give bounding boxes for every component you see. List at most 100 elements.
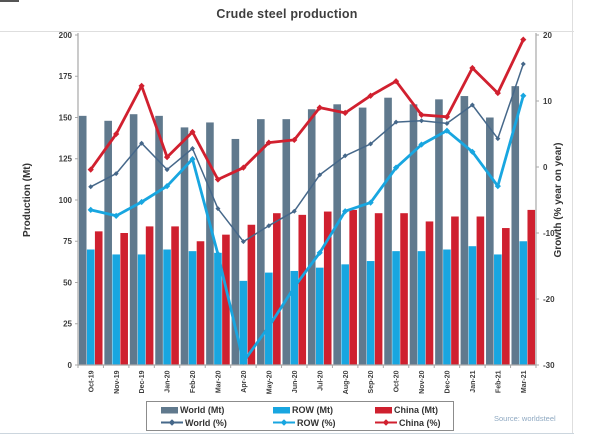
legend-item-china-mt: China (Mt) bbox=[375, 405, 467, 415]
y-left-tick-label: 100 bbox=[59, 196, 73, 205]
marker-world-pct-mar-20 bbox=[215, 206, 221, 212]
x-axis: Oct-19 Nov-19 Dec-19 Jan-20 Feb-20 Mar-20 Apr-… bbox=[77, 365, 537, 394]
bar-row-mt-dec-19 bbox=[137, 254, 146, 365]
marker-world-pct-oct-20 bbox=[393, 119, 399, 125]
legend-item-row-mt: ROW (Mt) bbox=[273, 405, 375, 415]
source-label: Source: worldsteel bbox=[494, 414, 556, 423]
marker-world-pct-nov-20 bbox=[419, 118, 424, 124]
bar-row-mt-nov-20 bbox=[417, 251, 426, 365]
marker-china-pct-sep-20 bbox=[367, 92, 374, 99]
bar-row-mt-dec-20 bbox=[443, 249, 451, 365]
marker-row-pct-feb-21 bbox=[494, 183, 501, 190]
bar-world-mt-aug-20 bbox=[333, 104, 341, 366]
lines-group bbox=[87, 36, 527, 365]
legend-swatch-line bbox=[161, 419, 183, 426]
x-tick-label-mar-21: Mar-21 bbox=[521, 370, 528, 393]
axis-title-right: Growth (% year on year) bbox=[553, 142, 564, 257]
bar-row-mt-jan-20 bbox=[163, 249, 171, 365]
x-tick-label-nov-20: Nov-20 bbox=[419, 370, 426, 393]
marker-china-pct-oct-20 bbox=[392, 78, 400, 85]
x-tick-label-jun-20: Jun-20 bbox=[292, 370, 299, 393]
legend-swatch-line bbox=[273, 419, 295, 426]
marker-china-pct-may-20 bbox=[265, 139, 272, 146]
bars-group bbox=[78, 86, 536, 366]
marker-china-pct-jul-20 bbox=[316, 104, 323, 111]
legend-swatch-bar bbox=[161, 406, 178, 413]
bar-world-mt-jul-20 bbox=[307, 109, 316, 365]
legend-label: ROW (%) bbox=[297, 417, 336, 428]
x-tick-label-oct-20: Oct-20 bbox=[394, 370, 401, 392]
bar-world-mt-oct-20 bbox=[384, 97, 392, 365]
bar-world-mt-oct-19 bbox=[78, 115, 87, 365]
marker-world-pct-apr-20 bbox=[240, 239, 246, 245]
marker-china-pct-jan-20 bbox=[163, 154, 171, 161]
marker-world-pct-jan-20 bbox=[164, 167, 170, 173]
marker-china-pct-apr-20 bbox=[240, 164, 247, 171]
bar-row-mt-mar-20 bbox=[214, 252, 222, 365]
marker-world-pct-jun-20 bbox=[291, 208, 297, 214]
y-left-tick-label: 25 bbox=[63, 320, 72, 329]
x-tick-label-apr-20: Apr-20 bbox=[241, 370, 248, 392]
bar-row-mt-feb-21 bbox=[494, 254, 502, 365]
line-china-pct bbox=[87, 36, 527, 183]
y-right-tick-label: -10 bbox=[543, 229, 555, 238]
x-tick-label-oct-19: Oct-19 bbox=[88, 370, 95, 392]
marker-row-pct-mar-20 bbox=[214, 251, 222, 258]
window-edge-artifact bbox=[0, 0, 19, 2]
marker-china-pct-nov-20 bbox=[418, 111, 425, 118]
bar-world-mt-dec-20 bbox=[435, 99, 443, 365]
bar-china-mt-sep-20 bbox=[374, 213, 383, 365]
bar-world-mt-mar-21 bbox=[511, 86, 520, 366]
marker-row-pct-apr-20 bbox=[240, 358, 247, 365]
bar-row-mt-feb-20 bbox=[188, 251, 197, 365]
bar-row-mt-may-20 bbox=[265, 272, 273, 365]
x-tick-label-dec-20: Dec-20 bbox=[445, 370, 452, 393]
marker-row-pct-jan-21 bbox=[469, 148, 476, 155]
x-tick-label-may-20: May-20 bbox=[266, 370, 273, 394]
bar-row-mt-mar-21 bbox=[519, 241, 528, 365]
bar-world-mt-jan-21 bbox=[460, 96, 469, 366]
bar-row-mt-jul-20 bbox=[315, 267, 324, 365]
legend-label: China (%) bbox=[399, 417, 441, 428]
marker-china-pct-feb-21 bbox=[494, 89, 501, 97]
marker-world-pct-feb-21 bbox=[495, 136, 501, 142]
y-right-tick-label: -30 bbox=[543, 361, 555, 370]
y-left-tick-label: 50 bbox=[63, 278, 72, 287]
bar-row-mt-jan-21 bbox=[468, 246, 477, 365]
legend-item-world-pct: World (%) bbox=[161, 418, 273, 428]
axis-title-left: Production (Mt) bbox=[22, 163, 33, 237]
legend-label: World (Mt) bbox=[180, 404, 225, 415]
legend-item-china-pct: China (%) bbox=[375, 418, 467, 428]
bar-china-mt-mar-21 bbox=[527, 209, 536, 365]
marker-china-pct-oct-19 bbox=[87, 166, 94, 173]
legend-label: ROW (Mt) bbox=[292, 404, 333, 415]
marker-china-pct-dec-20 bbox=[443, 113, 451, 120]
bar-world-mt-apr-20 bbox=[231, 138, 240, 365]
y-left-tick-label: 150 bbox=[59, 113, 73, 122]
marker-world-pct-may-20 bbox=[266, 223, 272, 229]
bar-row-mt-jun-20 bbox=[290, 270, 299, 365]
line-path bbox=[89, 63, 525, 243]
bar-world-mt-feb-21 bbox=[486, 117, 494, 365]
marker-china-pct-jun-20 bbox=[291, 136, 298, 144]
marker-china-pct-feb-20 bbox=[189, 128, 196, 136]
y-left-tick-label: 175 bbox=[59, 72, 73, 81]
bars-row-mt bbox=[86, 241, 528, 365]
bar-china-mt-feb-21 bbox=[502, 228, 510, 365]
marker-world-pct-dec-20 bbox=[444, 120, 450, 126]
marker-world-pct-feb-20 bbox=[190, 146, 195, 152]
bar-china-mt-oct-20 bbox=[400, 213, 408, 365]
marker-china-pct-aug-20 bbox=[342, 109, 349, 116]
bar-china-mt-nov-19 bbox=[120, 233, 128, 365]
marker-row-pct-may-20 bbox=[265, 323, 272, 330]
x-tick-label-jul-20: Jul-20 bbox=[317, 370, 324, 390]
chart-legend: World (Mt) ROW (Mt) China (Mt) World (%) ROW… bbox=[146, 401, 454, 431]
bar-china-mt-nov-20 bbox=[425, 221, 434, 365]
bar-world-mt-nov-19 bbox=[104, 120, 112, 365]
bar-china-mt-oct-19 bbox=[94, 231, 103, 365]
x-tick-label-feb-21: Feb-21 bbox=[495, 370, 502, 393]
y-left-tick-label: 200 bbox=[59, 31, 73, 40]
bar-world-mt-jan-20 bbox=[155, 115, 163, 365]
